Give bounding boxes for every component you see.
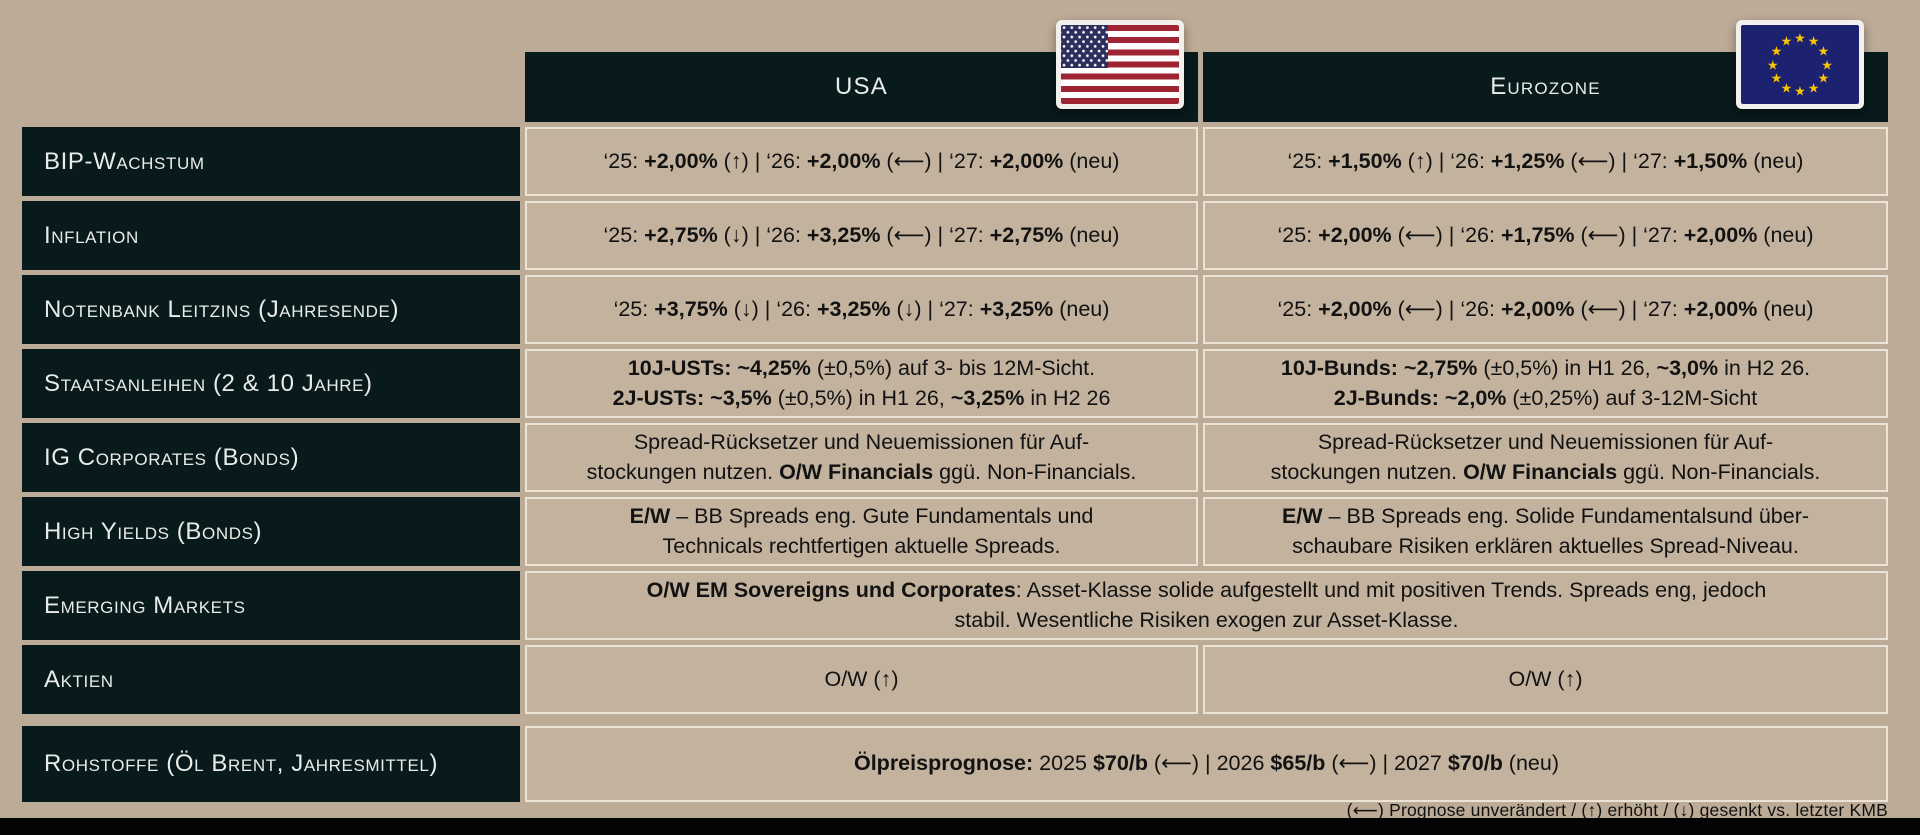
row-label-high-yields: High Yields (Bonds)	[22, 497, 520, 566]
forecast-table: USA Eurozone BIP-Wachstum ‘25: +2,00% (↑…	[22, 52, 1888, 802]
row-label-staatsanleihen: Staatsanleihen (2 & 10 Jahre)	[22, 349, 520, 418]
cell-eurozone-staatsanleihen: 10J-Bunds: ~2,75% (±0,5%) in H1 26, ~3,0…	[1203, 349, 1888, 418]
cell-eurozone-bip-wachstum: ‘25: +1,50% (↑) | ‘26: +1,25% (⟵) | ‘27:…	[1203, 127, 1888, 196]
cell-usa-aktien: O/W (↑)	[525, 645, 1198, 714]
cell-usa-high-yields: E/W – BB Spreads eng. Gute Fundamentals …	[525, 497, 1198, 566]
cell-usa-ig-corporates: Spread-Rücksetzer und Neuemissionen für …	[525, 423, 1198, 492]
usa-flag-canton	[1061, 25, 1108, 68]
row-label-bip-wachstum: BIP-Wachstum	[22, 127, 520, 196]
cell-rohstoffe: Ölpreisprognose: 2025 $70/b (⟵) | 2026 $…	[525, 726, 1888, 802]
cell-usa-bip-wachstum: ‘25: +2,00% (↑) | ‘26: +2,00% (⟵) | ‘27:…	[525, 127, 1198, 196]
row-label-rohstoffe: Rohstoffe (Öl Brent, Jahresmittel)	[22, 726, 520, 802]
row-label-aktien: Aktien	[22, 645, 520, 714]
usa-flag-icon	[1056, 20, 1184, 109]
cell-eurozone-aktien: O/W (↑)	[1203, 645, 1888, 714]
eu-flag-stars: ★ ★ ★ ★ ★ ★ ★ ★ ★ ★ ★ ★	[1741, 25, 1859, 104]
cell-eurozone-inflation: ‘25: +2,00% (⟵) | ‘26: +1,75% (⟵) | ‘27:…	[1203, 201, 1888, 270]
cell-usa-inflation: ‘25: +2,75% (↓) | ‘26: +3,25% (⟵) | ‘27:…	[525, 201, 1198, 270]
row-label-inflation: Inflation	[22, 201, 520, 270]
cell-eurozone-high-yields: E/W – BB Spreads eng. Solide Fundamental…	[1203, 497, 1888, 566]
header-empty-corner	[22, 52, 520, 122]
cell-usa-leitzins: ‘25: +3,75% (↓) | ‘26: +3,25% (↓) | ‘27:…	[525, 275, 1198, 344]
eu-flag-icon: ★ ★ ★ ★ ★ ★ ★ ★ ★ ★ ★ ★	[1736, 20, 1864, 109]
cell-usa-staatsanleihen: 10J-USTs: ~4,25% (±0,5%) auf 3- bis 12M-…	[525, 349, 1198, 418]
row-label-ig-corporates: IG Corporates (Bonds)	[22, 423, 520, 492]
cell-eurozone-leitzins: ‘25: +2,00% (⟵) | ‘26: +2,00% (⟵) | ‘27:…	[1203, 275, 1888, 344]
bottom-black-bar	[0, 818, 1920, 835]
row-label-leitzins: Notenbank Leitzins (Jahresende)	[22, 275, 520, 344]
legend-footnote: (⟵) Prognose unverändert / (↑) erhöht / …	[1346, 800, 1888, 820]
cell-emerging-markets: O/W EM Sovereigns und Corporates: Asset-…	[525, 571, 1888, 640]
row-label-emerging-markets: Emerging Markets	[22, 571, 520, 640]
cell-eurozone-ig-corporates: Spread-Rücksetzer und Neuemissionen für …	[1203, 423, 1888, 492]
